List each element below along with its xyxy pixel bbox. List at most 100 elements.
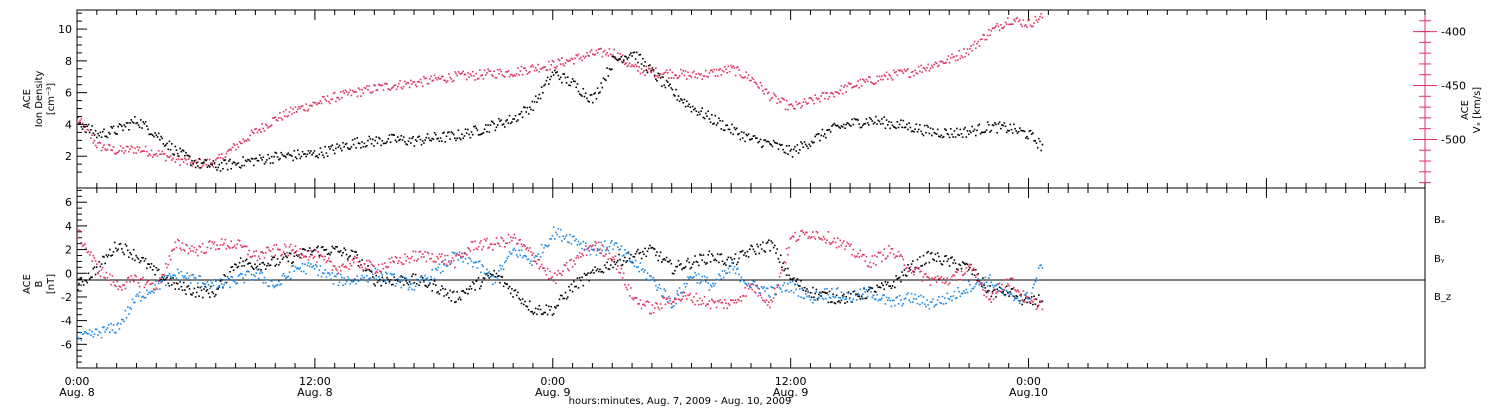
vx-point [486,72,488,74]
bz-point [533,260,536,262]
vx-point [912,70,914,73]
by-point [677,294,680,296]
density-point [929,127,932,129]
bz-point [765,299,768,301]
bx-point [774,244,776,247]
x-date-label: Aug.10 [1009,386,1048,399]
by-point [558,236,561,238]
bx-point [958,263,960,266]
by-point [539,256,542,258]
vx-point [479,69,481,71]
bz-point [939,277,941,280]
vx-point [342,90,344,92]
bz-point [195,248,198,251]
bx-point [136,256,139,259]
by-point [404,278,406,281]
bz-point [936,275,939,278]
density-point [914,128,916,130]
vx-point [449,76,451,79]
bz-point [701,299,703,302]
bz-point [117,288,119,291]
bz-point [98,270,100,272]
by-point [483,272,486,275]
density-point [964,126,966,129]
density-point [643,65,645,67]
bx-point [119,242,122,245]
density-point [973,128,976,131]
vx-point [969,48,971,50]
by-point [933,305,935,308]
vx-point [286,115,288,118]
density-point [664,86,667,89]
bz-point [502,240,505,242]
density-point [752,135,755,137]
bz-point [113,284,116,286]
bx-point [1035,298,1038,301]
vx-point [580,56,582,59]
vx-point [188,156,191,159]
density-point [197,165,199,167]
density-point [897,126,900,129]
density-point [645,69,648,71]
density-point [848,124,851,126]
vx-point [285,108,287,111]
density-point [155,134,158,136]
bz-point [153,288,155,290]
vx-point [915,72,918,74]
vx-point [706,75,708,78]
bx-point [912,260,914,262]
vx-point [337,96,340,99]
density-point [666,81,669,83]
density-point [575,86,577,89]
vx-point [297,108,299,110]
by-point [117,322,119,324]
bz-point [270,255,273,258]
density-point [936,128,939,131]
density-point [945,129,947,131]
density-point [504,126,506,128]
bz-point [199,246,202,248]
by-point [391,273,393,276]
bx-point [668,261,670,263]
density-point [411,137,413,140]
bx-point [224,275,227,277]
by-point [613,243,615,246]
vx-point [600,47,602,50]
bz-point [379,270,381,272]
density-point [520,110,523,113]
density-point [700,110,702,112]
vx-point [1022,19,1025,21]
vx-point [897,69,900,71]
by-point [127,306,129,308]
density-point [176,152,179,155]
vx-point [864,81,866,83]
bz-point [163,274,166,276]
density-point [979,132,982,135]
density-point [865,118,868,120]
legend-bx: Bₓ [1434,215,1445,226]
density-point [759,138,762,141]
density-point [738,132,740,135]
vx-point [695,73,698,75]
vx-point [793,107,795,110]
vx-point [276,119,279,122]
bz-point [941,281,944,284]
density-point [508,114,511,117]
by-point [326,272,329,274]
bx-point [832,293,834,296]
bz-point [840,244,843,247]
density-point [401,139,404,141]
density-point [1017,130,1020,133]
vx-point [1021,25,1023,28]
bx-point [542,313,544,315]
vx-point [1004,21,1007,24]
bx-point [198,295,200,297]
vx-point [678,75,681,77]
bx-point [834,302,837,305]
vx-point [441,75,443,78]
vx-point [289,106,292,109]
by-point [953,290,956,293]
density-point [148,133,150,136]
vx-point [978,45,981,47]
density-point [576,83,579,85]
